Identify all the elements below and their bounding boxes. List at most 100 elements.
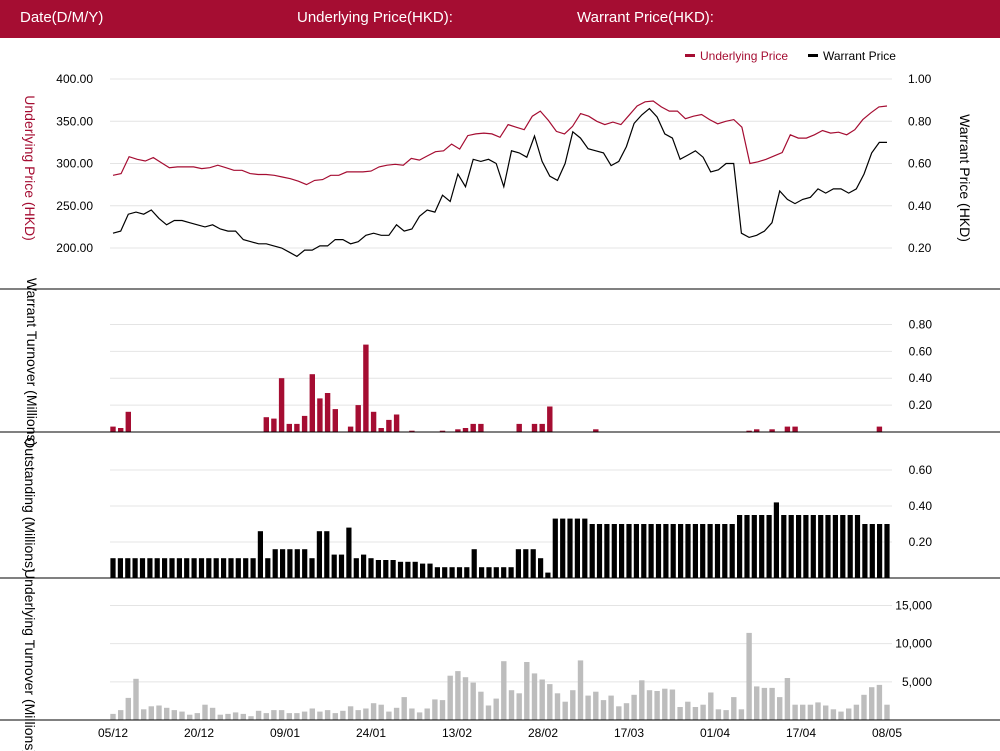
underlying-turnover-bar bbox=[700, 704, 706, 720]
underlying-turnover-bar bbox=[861, 694, 867, 720]
y-tick-label: 15,000 bbox=[895, 598, 932, 612]
outstanding-bar bbox=[456, 567, 463, 578]
warrant-turnover-bar bbox=[531, 423, 538, 432]
underlying-turnover-bar bbox=[884, 704, 890, 720]
outstanding-bar bbox=[714, 524, 721, 578]
warrant-turnover-bar bbox=[769, 429, 775, 432]
legend-label-warrant: Warrant Price bbox=[823, 49, 896, 63]
underlying-turnover-bar bbox=[524, 662, 530, 720]
outstanding-bar bbox=[191, 558, 197, 578]
y-tick-label: 5,000 bbox=[902, 675, 932, 689]
underlying-turnover-bar bbox=[447, 675, 453, 720]
underlying-turnover-bar bbox=[685, 701, 691, 720]
axis-title-outstanding: Outstanding (Millions) bbox=[22, 437, 38, 572]
underlying-turnover-bar bbox=[562, 701, 568, 720]
outstanding-bar bbox=[257, 531, 263, 578]
outstanding-bar bbox=[427, 563, 433, 578]
underlying-turnover-bar bbox=[723, 710, 729, 720]
underlying-turnover-bar bbox=[616, 706, 622, 720]
underlying-turnover-bar bbox=[746, 632, 752, 720]
underlying-turnover-bar bbox=[309, 708, 315, 720]
underlying-turnover-bar bbox=[570, 690, 576, 720]
underlying-turnover-bar bbox=[271, 710, 277, 720]
outstanding-bar bbox=[250, 558, 256, 578]
outstanding-bar bbox=[670, 524, 676, 578]
warrant-turnover-bar bbox=[539, 423, 545, 432]
x-tick-label: 20/12 bbox=[184, 726, 214, 740]
y-tick-label: 0.40 bbox=[909, 499, 933, 513]
axis-title-underlying-turnover: Underlying Turnover (Millions) bbox=[22, 569, 38, 751]
underlying-turnover-bar bbox=[869, 687, 875, 720]
warrant-turnover-bar bbox=[294, 423, 300, 432]
outstanding-bar bbox=[648, 524, 654, 578]
underlying-turnover-bar bbox=[654, 691, 660, 720]
y-tick-label: 0.60 bbox=[909, 344, 933, 358]
outstanding-bar bbox=[611, 524, 617, 578]
underlying-turnover-bar bbox=[286, 713, 292, 720]
date-label: Date(D/M/Y) bbox=[20, 9, 104, 26]
outstanding-bar bbox=[221, 558, 227, 578]
underlying-turnover-bar bbox=[324, 710, 331, 720]
outstanding-bar bbox=[862, 524, 868, 578]
underlying-turnover-bar bbox=[769, 687, 775, 720]
outstanding-bar bbox=[515, 549, 521, 578]
outstanding-bar bbox=[832, 515, 838, 578]
warrant-turnover-bar bbox=[462, 428, 469, 432]
underlying-turnover-bar bbox=[255, 710, 262, 720]
outstanding-bar bbox=[353, 558, 359, 578]
underlying-turnover-bar bbox=[639, 680, 645, 720]
warrant-turnover-bar bbox=[478, 423, 484, 432]
underlying-turnover-bar bbox=[478, 691, 484, 720]
underlying-turnover-bar bbox=[784, 678, 791, 720]
y-tick-label: 0.80 bbox=[909, 317, 933, 331]
outstanding-bar bbox=[397, 561, 404, 578]
underlying-turnover-bar bbox=[608, 695, 614, 720]
outstanding-bar bbox=[692, 524, 698, 578]
outstanding-bar bbox=[545, 572, 551, 578]
outstanding-bar bbox=[184, 558, 190, 578]
outstanding-bar bbox=[655, 524, 662, 578]
underlying-turnover-bar bbox=[708, 692, 714, 720]
underlying-turnover-bar bbox=[731, 697, 737, 720]
outstanding-bar bbox=[501, 567, 507, 578]
outstanding-bar bbox=[412, 561, 418, 578]
outstanding-bar bbox=[434, 567, 440, 578]
underlying-price-label: Underlying Price(HKD): bbox=[297, 9, 453, 26]
outstanding-bar bbox=[110, 558, 116, 578]
warrant-turnover-bar bbox=[409, 430, 415, 432]
x-tick-label: 13/02 bbox=[442, 726, 472, 740]
underlying-turnover-bar bbox=[623, 703, 630, 720]
warrant-turnover-bar bbox=[125, 411, 131, 432]
underlying-turnover-bar bbox=[585, 695, 591, 720]
underlying-turnover-bar bbox=[156, 705, 162, 720]
outstanding-bar bbox=[722, 524, 728, 578]
outstanding-bar bbox=[508, 567, 514, 578]
underlying-turnover-bar bbox=[141, 709, 147, 720]
underlying-turnover-bar bbox=[800, 704, 806, 720]
underlying-turnover-bar bbox=[462, 677, 469, 720]
underlying-turnover-bar bbox=[164, 707, 170, 720]
underlying-turnover-bar bbox=[225, 713, 231, 720]
header-bar: Date(D/M/Y) Underlying Price(HKD): Warra… bbox=[0, 0, 1000, 38]
underlying-turnover-bar bbox=[876, 684, 883, 720]
outstanding-bar bbox=[243, 558, 249, 578]
x-tick-label: 09/01 bbox=[270, 726, 300, 740]
outstanding-bar bbox=[552, 518, 558, 578]
outstanding-bar bbox=[117, 558, 123, 578]
outstanding-bar bbox=[331, 554, 337, 578]
y-tick-label: 0.20 bbox=[909, 398, 933, 412]
outstanding-bar bbox=[442, 567, 448, 578]
underlying-turnover-bar bbox=[631, 694, 637, 720]
warrant-turnover-bar bbox=[347, 426, 354, 432]
warrant-turnover-bar bbox=[332, 409, 338, 432]
outstanding-bar bbox=[471, 549, 477, 578]
underlying-turnover-bar bbox=[508, 690, 515, 720]
underlying-turnover-bar bbox=[263, 713, 269, 720]
warrant-turnover-bar bbox=[301, 415, 308, 432]
underlying-turnover-bar bbox=[424, 708, 430, 720]
outstanding-bar bbox=[729, 524, 735, 578]
underlying-turnover-bar bbox=[715, 709, 722, 720]
y-tick-label-right: 0.80 bbox=[908, 114, 932, 128]
outstanding-bar bbox=[464, 567, 470, 578]
outstanding-bar bbox=[309, 558, 315, 578]
